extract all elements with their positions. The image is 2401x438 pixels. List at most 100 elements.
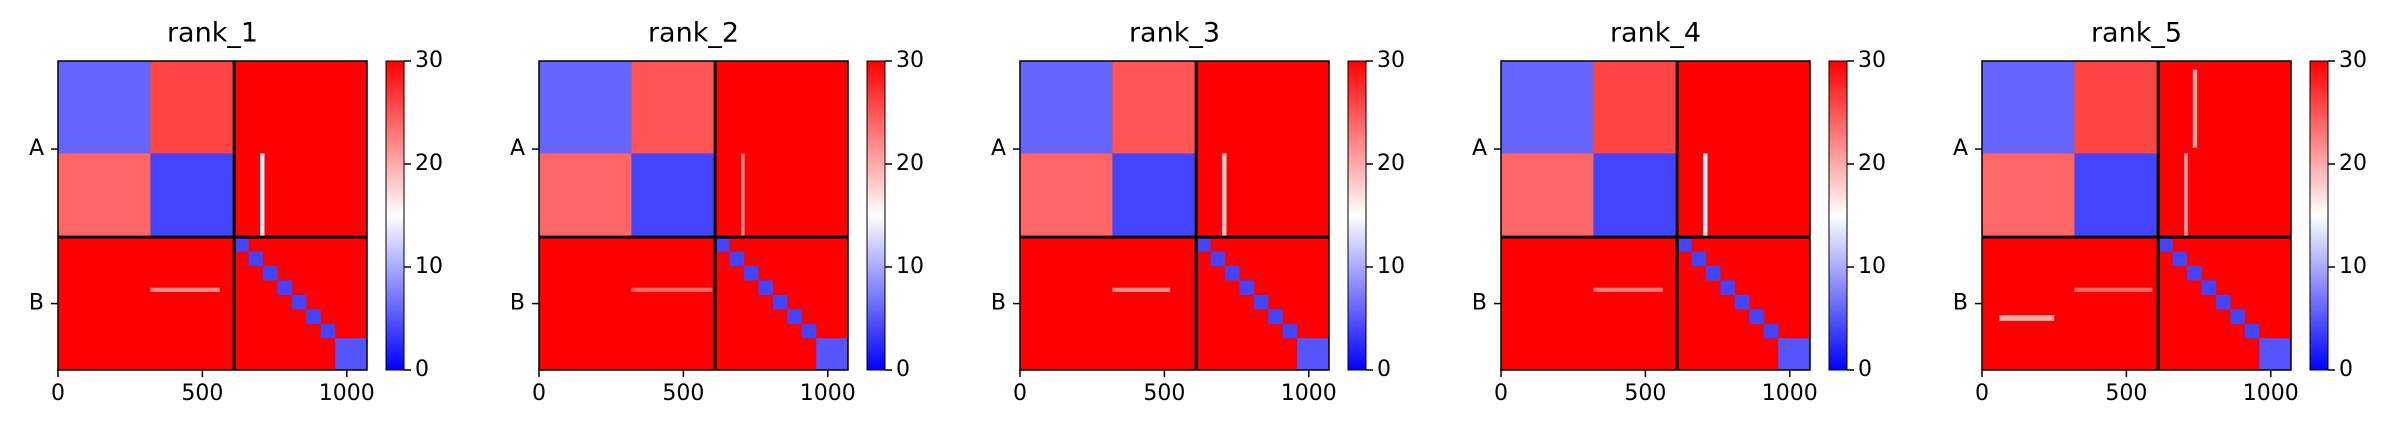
colorbar-tick-label: 20 [415,151,443,176]
heatmap-cell [1297,338,1329,370]
y-tick-label: A [991,136,1006,161]
heatmap-cell [539,61,632,154]
x-tick-label: 1000 [319,381,375,406]
heatmap-cell [2172,251,2188,267]
heatmap-cell [1706,266,1721,281]
heatmap-cell [715,237,730,252]
colorbar [385,60,405,371]
plot-frame [1500,60,1811,371]
heatmap-cell [1112,287,1171,293]
y-tick-label: B [1953,291,1968,316]
heatmap-cell [1691,251,1707,267]
x-tick-label: 1000 [1281,381,1337,406]
panel-title: rank_1 [167,18,258,49]
colorbar [2309,60,2329,371]
heatmap-cell [1239,280,1254,295]
heatmap-cell [1982,153,2075,238]
x-tick-label: 1000 [2243,381,2299,406]
heatmap-cell [320,323,336,339]
heatmap-cell [2184,153,2188,238]
x-tick-label: 500 [662,381,704,406]
heatmap-cell [2244,323,2260,339]
heatmap-cell [1020,153,1113,238]
heatmap-cell [631,287,713,293]
heatmap-cell [1778,338,1810,370]
heatmap-cell [150,287,220,293]
y-tick-label: B [991,291,1006,316]
x-tick-label: 0 [51,381,65,406]
heatmap-cell [1501,61,1594,154]
heatmap-cell [1020,61,1113,154]
heatmap-cell [1501,153,1594,238]
heatmap-cell [1703,153,1708,238]
y-tick-label: B [510,291,525,316]
colorbar [866,60,886,371]
heatmap-cell [1222,153,1227,238]
heatmap-cell [2187,266,2202,281]
panel-title: rank_3 [1129,18,1220,49]
y-tick-label: A [510,136,525,161]
colorbar-tick-label: 0 [896,357,910,382]
colorbar-tick-label: 0 [1858,357,1872,382]
heatmap-cell [2074,287,2153,293]
heatmap-cell [787,309,802,324]
heatmap-cell [1677,237,1692,252]
colorbar [1347,60,1367,371]
heatmap-cell [2192,69,2198,148]
colorbar-tick-label: 10 [896,254,924,279]
heatmap-cell [2259,338,2291,370]
heatmap-cell [1593,287,1663,293]
heatmap-cell [1112,61,1197,154]
colorbar-tick-label: 10 [1377,254,1405,279]
colorbar-tick-label: 30 [415,48,443,73]
heatmap-cell [2158,237,2173,252]
x-tick-label: 1000 [800,381,856,406]
colorbar-tick-label: 30 [2339,48,2367,73]
heatmap-cell [1112,153,1197,238]
heatmap-cell [2201,280,2216,295]
y-tick-label: A [1953,136,1968,161]
colorbar-tick-label: 30 [896,48,924,73]
heatmap-cell [291,294,307,310]
heatmap-cell [1282,323,1298,339]
heatmap-cell [234,237,249,252]
y-tick-label: B [29,291,44,316]
heatmap-cell [741,153,745,238]
x-tick-label: 1000 [1762,381,1818,406]
heatmap-cell [248,251,264,267]
heatmap-cell [744,266,759,281]
heatmap-cell [58,153,151,238]
heatmap-cell [1268,309,1283,324]
colorbar-tick-label: 20 [1858,151,1886,176]
colorbar-tick-label: 10 [1858,254,1886,279]
heatmap-cell [263,266,278,281]
plot-frame [1981,60,2292,371]
heatmap-cell [758,280,773,295]
heatmap-cell [1210,251,1226,267]
heatmap-cell [277,280,292,295]
heatmap-cell [1734,294,1750,310]
heatmap-cell [801,323,817,339]
colorbar-tick-label: 10 [2339,254,2367,279]
heatmap-cell [1749,309,1764,324]
heatmap-cell [58,61,151,154]
panel-title: rank_4 [1610,18,1701,49]
colorbar [1828,60,1848,371]
panel-title: rank_2 [648,18,739,49]
x-tick-label: 0 [1494,381,1508,406]
colorbar-tick-label: 0 [2339,357,2353,382]
x-tick-label: 0 [1013,381,1027,406]
heatmap-cell [1763,323,1779,339]
colorbar-tick-label: 20 [896,151,924,176]
heatmap-cell [150,153,235,238]
heatmap-cell [1225,266,1240,281]
y-tick-label: B [1472,291,1487,316]
heatmap-cell [631,61,716,154]
heatmap-cell [1720,280,1735,295]
colorbar-tick-label: 0 [415,357,429,382]
panel-title: rank_5 [2091,18,2182,49]
colorbar-tick-label: 30 [1377,48,1405,73]
heatmap-cell [1593,153,1678,238]
x-tick-label: 500 [1624,381,1666,406]
